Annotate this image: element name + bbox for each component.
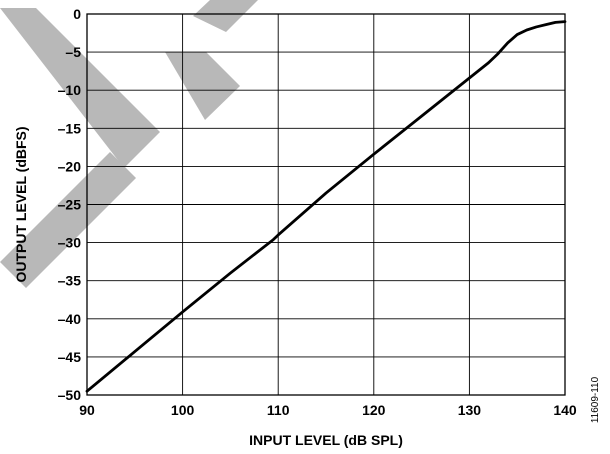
x-tick-label: 130 xyxy=(458,402,482,418)
x-tick-label: 140 xyxy=(553,402,577,418)
x-tick-label: 120 xyxy=(362,402,386,418)
watermark-band xyxy=(165,52,240,120)
y-tick-label: –30 xyxy=(58,235,82,251)
x-tick-label: 90 xyxy=(79,402,95,418)
y-tick-label: –40 xyxy=(58,311,82,327)
series-layer xyxy=(85,20,567,393)
x-tick-label: 110 xyxy=(267,402,290,418)
plot-frame xyxy=(86,13,566,396)
watermark-band xyxy=(0,152,136,288)
y-tick-label: –10 xyxy=(58,82,82,98)
x-axis-title: INPUT LEVEL (dB SPL) xyxy=(249,432,403,448)
y-tick-label: –45 xyxy=(58,349,82,365)
watermark-band xyxy=(193,0,258,32)
y-tick-label: –50 xyxy=(58,387,82,403)
y-tick-label: –25 xyxy=(58,197,82,213)
figure-id: 11609-110 xyxy=(590,376,601,423)
y-tick-label: 0 xyxy=(73,6,81,22)
grid-lines xyxy=(87,14,565,395)
x-tick-label: 100 xyxy=(171,402,195,418)
y-tick-label: –5 xyxy=(65,44,81,60)
y-axis-title: OUTPUT LEVEL (dBFS) xyxy=(13,126,29,282)
y-tick-label: –15 xyxy=(58,120,82,136)
x-tick-labels: 90 100 110 120 130 140 xyxy=(79,402,577,418)
y-tick-label: –20 xyxy=(58,158,82,174)
y-tick-label: –35 xyxy=(58,273,82,289)
y-tick-labels: 0 –5 –10 –15 –20 –25 –30 –35 –40 –45 –50 xyxy=(58,6,82,403)
series-line-0 xyxy=(85,20,567,393)
watermark-graphic xyxy=(0,0,258,288)
